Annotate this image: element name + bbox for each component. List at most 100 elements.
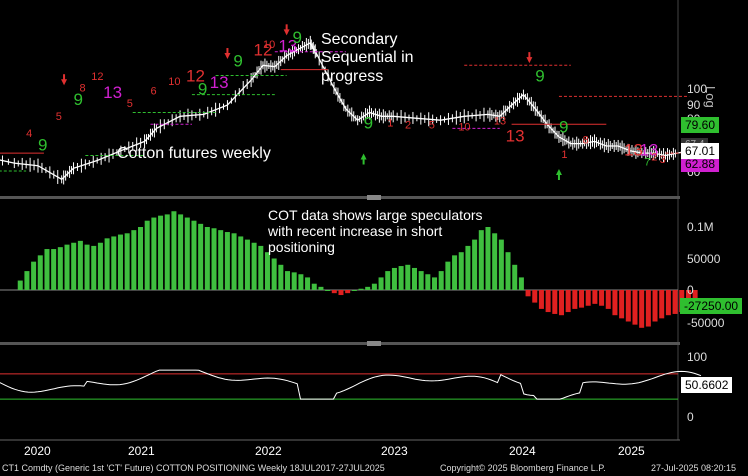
panel-divider-top[interactable] [0, 196, 680, 199]
td-count-label: 12 [91, 71, 103, 83]
td-count-label: 8 [79, 82, 85, 94]
cot-bar [204, 227, 210, 290]
cot-bar [244, 239, 250, 290]
cot-bar [191, 220, 197, 290]
td-count-label: 9 [559, 118, 568, 137]
td-count-label: 9 [535, 67, 544, 86]
year-label-2021: 2021 [128, 444, 155, 458]
cot-bar [97, 242, 103, 290]
cot-bar [411, 267, 417, 290]
cot-bar [171, 211, 177, 290]
cot-bar [585, 290, 591, 306]
cot-bar [525, 290, 531, 297]
cot-bar [311, 283, 317, 290]
td-levels-group [0, 51, 696, 172]
cot-bar [164, 214, 170, 290]
td-count-label: 4 [26, 128, 32, 140]
cot-bar [478, 230, 484, 290]
cot-bar [485, 227, 491, 290]
year-label-2022: 2022 [255, 444, 282, 458]
cot-bar [325, 290, 331, 291]
cot-bar [538, 290, 544, 309]
td-count-label: 13 [278, 37, 297, 56]
price-magenta-line-badge: 62.88 [681, 156, 720, 172]
cot-bar [619, 290, 625, 319]
cot-bar [665, 290, 671, 316]
cot-bar [77, 240, 83, 290]
cot-bar [572, 290, 578, 309]
cot-bar [144, 220, 150, 290]
td-count-label: 13 [103, 83, 122, 102]
td-count-label: 2 [405, 119, 411, 131]
cot-bar [131, 230, 137, 290]
year-label-2024: 2024 [509, 444, 536, 458]
td-count-label: 13 [494, 115, 506, 127]
cot-bar [24, 271, 30, 290]
cot-bar [505, 252, 511, 290]
cot-bar [258, 245, 264, 290]
year-label-2020: 2020 [24, 444, 51, 458]
td-count-label: 9 [364, 113, 373, 132]
cot-bar [532, 290, 538, 303]
cot-bar [111, 236, 117, 290]
cot-bar [124, 233, 130, 290]
footer-ticker: CT1 Comdty (Generic 1st 'CT' Future) COT… [2, 463, 385, 473]
rsi-last-badge: 50.6602 [681, 377, 733, 393]
cot-bar [57, 247, 63, 290]
td-count-label: 6 [150, 86, 156, 98]
cot-bar [238, 236, 244, 290]
cot-bar [418, 271, 424, 290]
cot-axis-label-neg50000: -50000 [687, 316, 725, 330]
td-count-label: 12 [253, 41, 272, 60]
panel-divider-top-handle[interactable] [367, 195, 381, 200]
cot-bar [672, 290, 678, 314]
cot-bar [652, 290, 658, 322]
cot-bar [184, 217, 190, 290]
td-count-label: 9 [74, 90, 83, 109]
td-count-label: 7 [644, 157, 650, 169]
cot-bar [358, 288, 364, 290]
rsi-group [0, 369, 702, 400]
cot-bar [472, 239, 478, 290]
cot-bar [158, 215, 164, 290]
cot-bar [318, 286, 324, 290]
cot-bar [391, 267, 397, 290]
rsi-axis-label-100: 100 [687, 350, 708, 364]
cot-bar [138, 227, 144, 290]
cot-last-badge: -27250.00 [680, 298, 743, 314]
cot-bar [298, 274, 304, 290]
cot-axis-label-0.1m: 0.1M [687, 220, 714, 234]
cot-bar [178, 214, 184, 290]
cot-bar [151, 217, 157, 290]
cot-bar [599, 290, 605, 306]
cot-bar [385, 271, 391, 290]
cot-bar [338, 290, 344, 296]
cot-bar [445, 261, 451, 290]
price-axis-label-90: 90 [687, 98, 701, 112]
cot-bar [612, 290, 618, 316]
cot-bar [285, 271, 291, 290]
cotton-futures-annotation: Cotton futures weekly [117, 145, 271, 162]
cot-bar [558, 290, 564, 316]
cot-bar [51, 249, 57, 290]
cot-bar [592, 290, 598, 304]
cot-bar [17, 280, 23, 290]
td-count-label: 10 [168, 76, 180, 88]
cot-bar [632, 290, 638, 325]
td-count-label: 10 [263, 39, 275, 51]
cot-bar [211, 228, 217, 290]
year-label-2023: 2023 [381, 444, 408, 458]
td-count-label: 9 [293, 28, 302, 47]
cot-bar [458, 252, 464, 290]
cot-bar [31, 261, 37, 290]
panel-divider-bottom[interactable] [0, 342, 680, 345]
cot-bar [291, 272, 297, 290]
cot-bar [231, 233, 237, 290]
cot-bar [579, 290, 585, 308]
cot-axis-label-50000: 50000 [687, 252, 721, 266]
cot-bar [91, 245, 97, 290]
cot-bar [432, 277, 438, 290]
cot-bar [305, 277, 311, 290]
cot-bar [492, 233, 498, 290]
panel-divider-bottom-handle[interactable] [367, 341, 381, 346]
